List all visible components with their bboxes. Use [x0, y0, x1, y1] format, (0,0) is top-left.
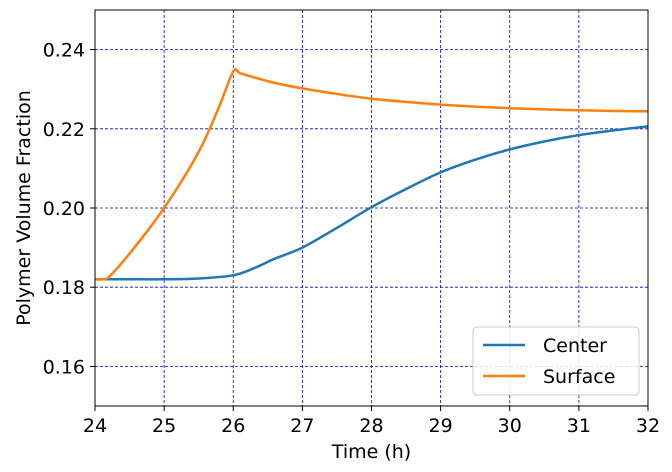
series-line-surface — [94, 68, 649, 281]
x-tick-label: 25 — [152, 415, 176, 437]
x-tick-label: 30 — [498, 415, 522, 437]
x-axis-label: Time (h) — [331, 441, 411, 463]
y-axis-label: Polymer Volume Fraction — [13, 90, 35, 326]
y-tick-label: 0.22 — [43, 119, 85, 141]
x-tick-label: 24 — [83, 415, 107, 437]
ticks: 24 25 26 27 28 29 30 31 32 0.16 0.18 0.20 0.22 0.24 — [43, 40, 660, 437]
x-tick-label: 31 — [567, 415, 591, 437]
y-tick-label: 0.18 — [43, 277, 85, 299]
x-tick-label: 28 — [359, 415, 383, 437]
x-tick-label: 27 — [290, 415, 314, 437]
x-tick-label: 32 — [636, 415, 660, 437]
y-tick-label: 0.20 — [43, 198, 85, 220]
y-tick-label: 0.24 — [43, 40, 85, 62]
legend: Center Surface — [472, 326, 640, 396]
x-tick-label: 26 — [221, 415, 245, 437]
series-line-center — [95, 125, 649, 281]
y-tick-label: 0.16 — [43, 356, 85, 378]
legend-label-surface: Surface — [543, 366, 615, 388]
grid — [95, 10, 648, 406]
x-tick-label: 29 — [429, 415, 453, 437]
series-group — [94, 68, 649, 281]
legend-label-center: Center — [543, 335, 607, 357]
